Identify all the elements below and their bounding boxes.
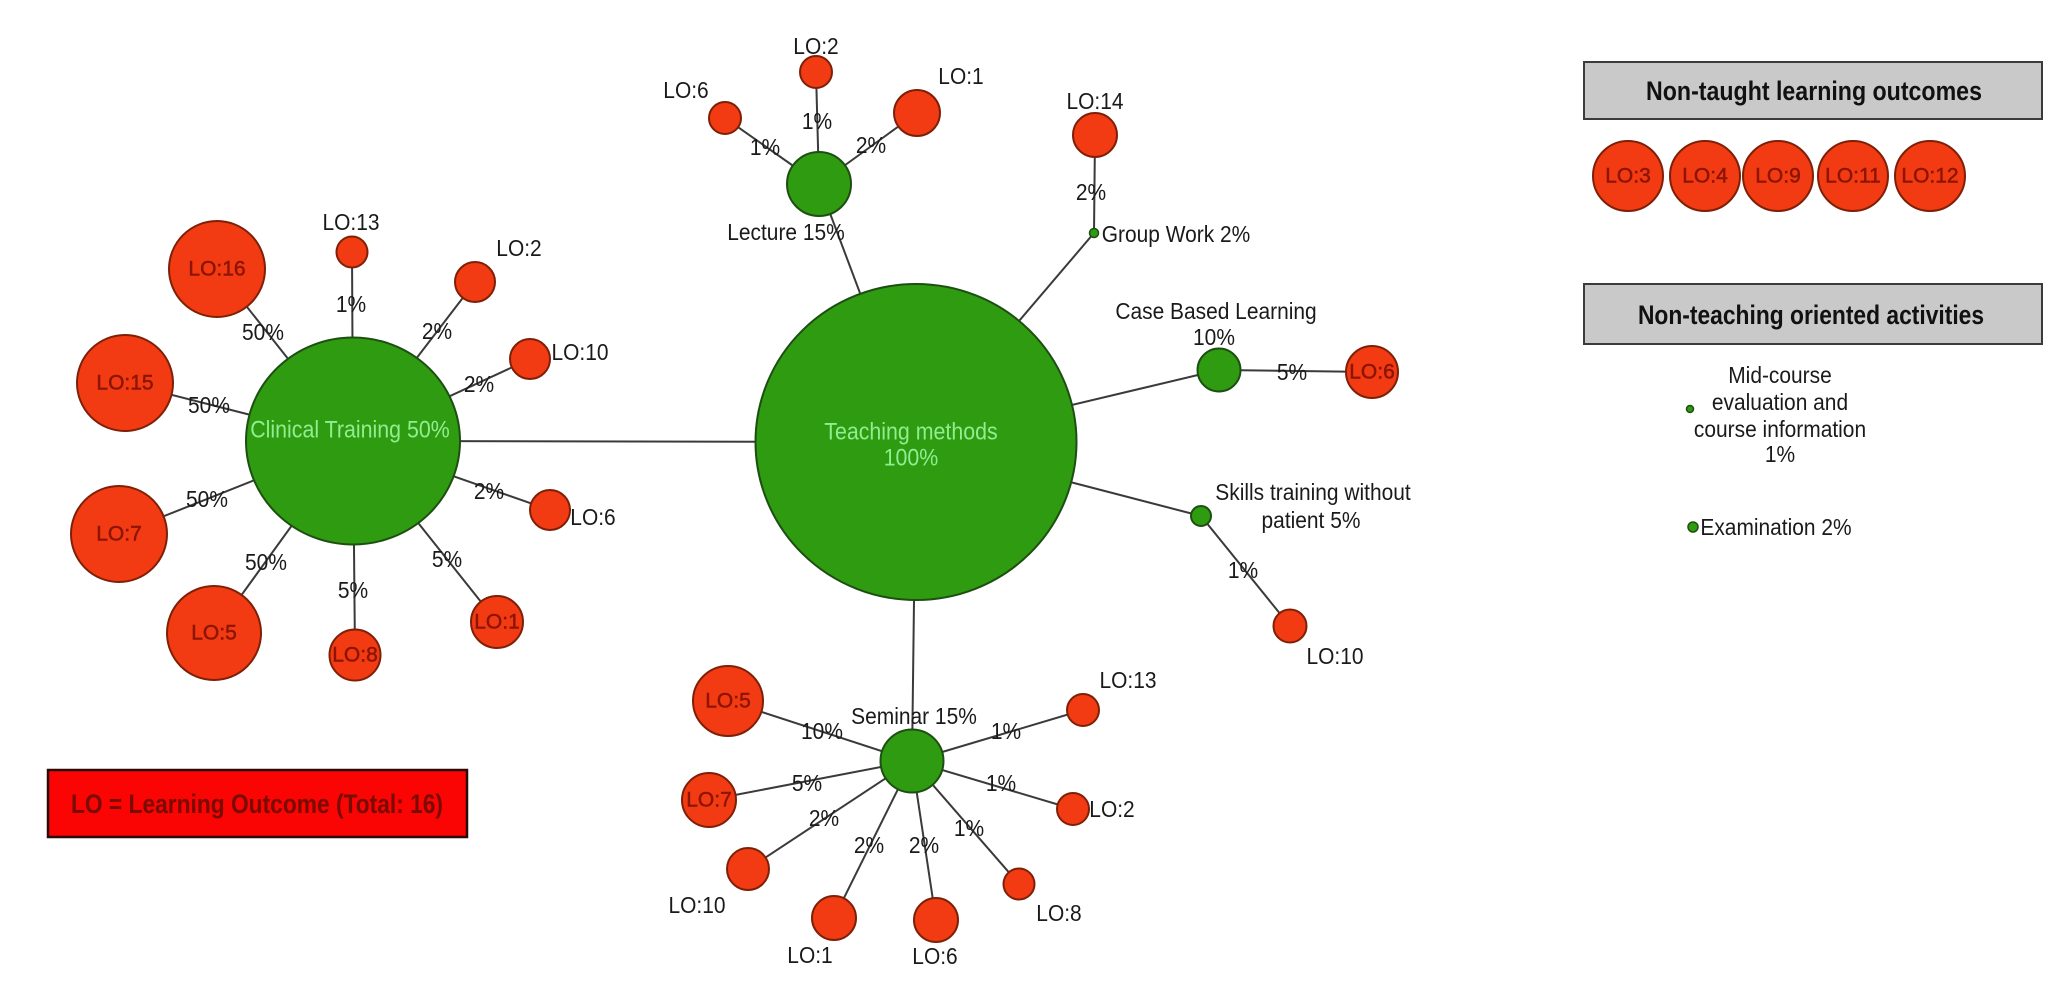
svg-text:LO:2: LO:2: [1089, 796, 1134, 822]
svg-text:1%: 1%: [1765, 441, 1795, 467]
svg-text:LO:9: LO:9: [1755, 165, 1801, 188]
svg-text:1%: 1%: [802, 108, 832, 134]
svg-text:1%: 1%: [954, 815, 984, 841]
svg-text:5%: 5%: [432, 546, 462, 572]
svg-text:LO:10: LO:10: [669, 892, 726, 918]
svg-text:LO:16: LO:16: [188, 258, 245, 281]
svg-text:5%: 5%: [1277, 359, 1307, 385]
svg-text:1%: 1%: [750, 134, 780, 160]
svg-text:evaluation and: evaluation and: [1712, 389, 1848, 415]
svg-text:2%: 2%: [909, 832, 939, 858]
svg-text:LO:5: LO:5: [191, 622, 237, 645]
svg-text:Clinical Training 50%: Clinical Training 50%: [250, 417, 450, 444]
svg-text:LO:12: LO:12: [1901, 165, 1958, 188]
svg-text:LO:7: LO:7: [686, 789, 732, 812]
svg-text:5%: 5%: [338, 577, 368, 603]
svg-text:1%: 1%: [991, 718, 1021, 744]
svg-text:Non-taught learning outcomes: Non-taught learning outcomes: [1646, 76, 1982, 106]
svg-text:LO:14: LO:14: [1067, 88, 1124, 114]
svg-text:LO:10: LO:10: [552, 339, 609, 365]
svg-text:LO:13: LO:13: [1100, 667, 1157, 693]
svg-text:Seminar 15%: Seminar 15%: [851, 703, 977, 729]
svg-text:2%: 2%: [422, 318, 452, 344]
svg-text:1%: 1%: [1228, 557, 1258, 583]
svg-text:2%: 2%: [856, 132, 886, 158]
svg-text:10%: 10%: [801, 718, 843, 744]
svg-text:50%: 50%: [186, 486, 228, 512]
svg-text:patient 5%: patient 5%: [1262, 507, 1361, 533]
svg-text:2%: 2%: [1076, 179, 1106, 205]
svg-text:course information: course information: [1694, 416, 1866, 442]
svg-text:2%: 2%: [474, 478, 504, 504]
svg-text:10%: 10%: [1193, 324, 1235, 350]
svg-text:LO:5: LO:5: [705, 690, 751, 713]
svg-text:LO:6: LO:6: [663, 77, 708, 103]
svg-text:Examination 2%: Examination 2%: [1700, 514, 1851, 540]
svg-text:LO:1: LO:1: [474, 611, 520, 634]
svg-text:50%: 50%: [188, 392, 230, 418]
svg-text:Lecture 15%: Lecture 15%: [727, 219, 845, 245]
svg-text:50%: 50%: [245, 549, 287, 575]
svg-text:LO:13: LO:13: [323, 209, 380, 235]
svg-text:LO:2: LO:2: [496, 235, 541, 261]
svg-text:100%: 100%: [884, 445, 939, 472]
svg-text:Case Based Learning: Case Based Learning: [1115, 298, 1316, 324]
svg-text:Non-teaching oriented activiti: Non-teaching oriented activities: [1638, 300, 1984, 330]
svg-text:2%: 2%: [854, 832, 884, 858]
svg-text:2%: 2%: [809, 805, 839, 831]
svg-text:LO:6: LO:6: [912, 943, 957, 969]
svg-text:LO:8: LO:8: [1036, 900, 1081, 926]
svg-text:1%: 1%: [336, 291, 366, 317]
svg-text:2%: 2%: [464, 371, 494, 397]
svg-text:LO:6: LO:6: [1349, 361, 1395, 384]
svg-text:LO:11: LO:11: [1825, 165, 1881, 188]
svg-text:LO:2: LO:2: [793, 33, 838, 59]
svg-text:LO = Learning Outcome (Total:: LO = Learning Outcome (Total: 16): [71, 789, 443, 819]
svg-text:Group Work 2%: Group Work 2%: [1102, 221, 1251, 247]
svg-text:LO:10: LO:10: [1307, 643, 1364, 669]
svg-text:LO:8: LO:8: [332, 644, 378, 667]
svg-text:LO:7: LO:7: [96, 523, 142, 546]
svg-text:LO:6: LO:6: [570, 504, 615, 530]
svg-text:Skills training without: Skills training without: [1215, 479, 1411, 505]
svg-text:1%: 1%: [986, 770, 1016, 796]
svg-text:LO:4: LO:4: [1682, 165, 1728, 188]
svg-text:5%: 5%: [792, 770, 822, 796]
svg-text:Mid-course: Mid-course: [1728, 362, 1832, 388]
svg-text:50%: 50%: [242, 319, 284, 345]
svg-text:LO:3: LO:3: [1605, 165, 1651, 188]
svg-text:Teaching methods: Teaching methods: [824, 419, 997, 446]
svg-text:LO:1: LO:1: [938, 63, 983, 89]
svg-text:LO:15: LO:15: [96, 372, 153, 395]
svg-text:LO:1: LO:1: [787, 942, 832, 968]
